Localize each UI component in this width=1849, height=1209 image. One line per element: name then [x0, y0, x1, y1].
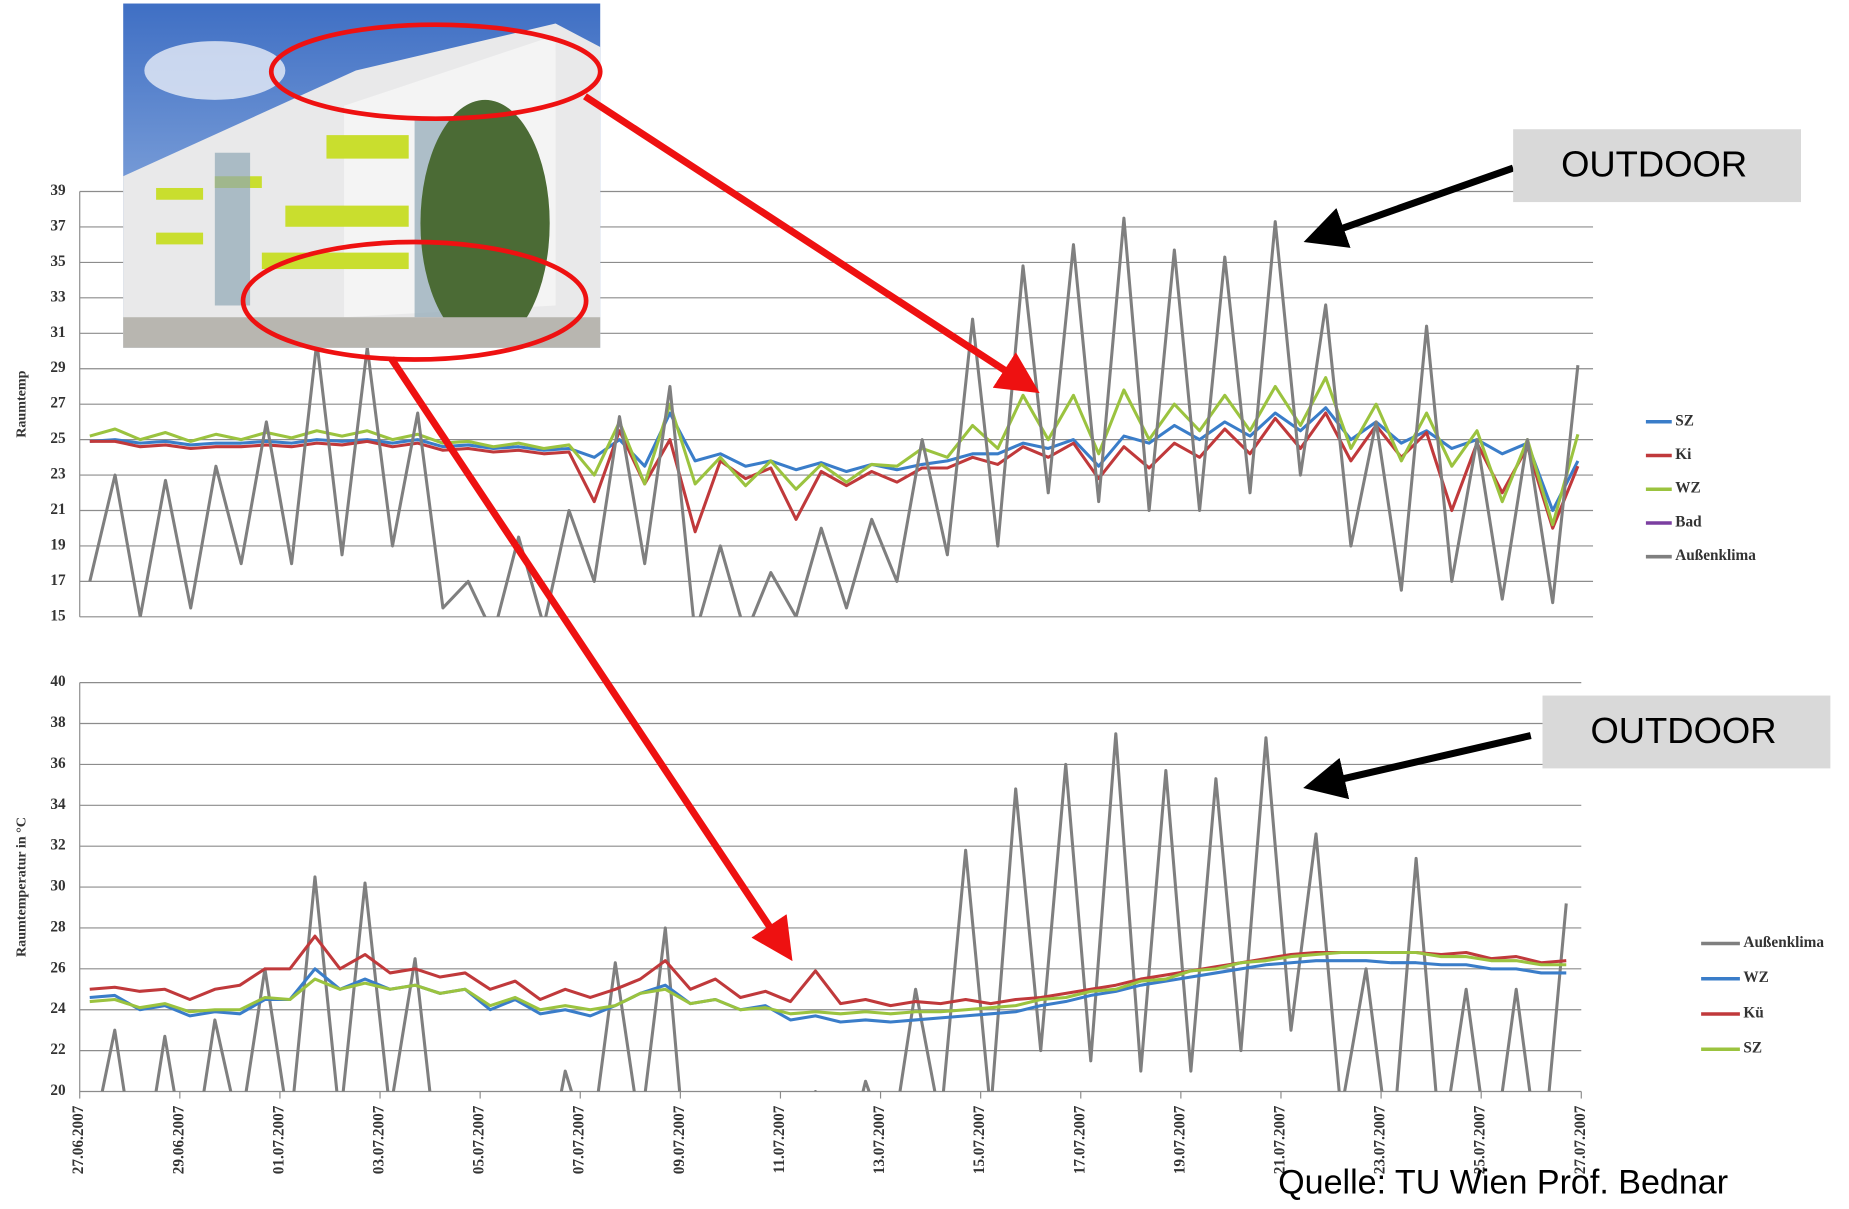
- y-tick-label: 19: [50, 536, 66, 553]
- x-tick-label: 13.07.2007: [871, 1105, 888, 1174]
- y-tick-label: 27: [50, 395, 66, 412]
- y-tick-label: 39: [50, 182, 66, 199]
- y-tick-label: 23: [50, 466, 66, 483]
- x-tick-label: 03.07.2007: [371, 1105, 388, 1174]
- x-tick-label: 07.07.2007: [571, 1105, 588, 1174]
- y-tick-label: 32: [50, 837, 65, 854]
- legend-label: Kü: [1743, 1004, 1764, 1021]
- y-tick-label: 26: [50, 959, 66, 976]
- y-tick-label: 30: [50, 878, 66, 895]
- y-tick-label: 15: [50, 607, 66, 624]
- x-tick-label: 27.06.2007: [70, 1105, 87, 1174]
- x-tick-label: 29.06.2007: [170, 1105, 187, 1174]
- legend-label: Außenklima: [1743, 934, 1824, 951]
- legend-label: WZ: [1675, 480, 1700, 497]
- legend-label: WZ: [1743, 969, 1768, 986]
- y-tick-label: 17: [50, 572, 66, 589]
- y-tick-label: 38: [50, 714, 66, 731]
- x-tick-label: 17.07.2007: [1071, 1105, 1088, 1174]
- y-tick-label: 29: [50, 359, 66, 376]
- x-tick-label: 15.07.2007: [971, 1105, 988, 1174]
- y-tick-label: 22: [50, 1041, 65, 1058]
- legend-label: SZ: [1743, 1040, 1762, 1057]
- y-tick-label: 36: [50, 755, 66, 772]
- y-tick-label: 24: [50, 1000, 66, 1017]
- series-line: [90, 378, 1578, 525]
- y-axis-title: Raumtemperatur in °C: [13, 817, 29, 957]
- y-axis-title: Raumtemp: [13, 370, 29, 437]
- x-tick-label: 11.07.2007: [771, 1105, 788, 1173]
- slide: 15 17 19 21 23 25 27 29 31 33 35 37 39 Raumtemp SZ Ki WZ…: [0, 0, 1849, 1209]
- y-tick-label: 37: [50, 217, 66, 234]
- annotation: OUTDOOR: [1561, 143, 1747, 184]
- y-tick-label: 35: [50, 253, 66, 270]
- legend-label: Ki: [1675, 446, 1692, 463]
- y-tick-label: 21: [50, 501, 65, 518]
- legend-label: Außenklima: [1675, 547, 1756, 564]
- legend-label: SZ: [1675, 412, 1694, 429]
- x-tick-label: 19.07.2007: [1171, 1105, 1188, 1174]
- y-tick-label: 40: [50, 673, 66, 690]
- series-line: [90, 408, 1578, 511]
- x-tick-label: 09.07.2007: [671, 1105, 688, 1174]
- annotation: OUTDOOR: [1590, 710, 1776, 751]
- y-tick-label: 33: [50, 288, 66, 305]
- source: Quelle: TU Wien Prof. Bednar: [1278, 1163, 1728, 1201]
- y-tick-label: 31: [50, 324, 65, 341]
- y-tick-label: 20: [50, 1082, 66, 1099]
- page: 15 17 19 21 23 25 27 29 31 33 35 37 39 Raumtemp SZ Ki WZ…: [0, 0, 1849, 1209]
- legend-label: Bad: [1675, 513, 1702, 530]
- photo: [123, 4, 600, 348]
- x-tick-label: 01.07.2007: [270, 1105, 287, 1174]
- y-tick-label: 28: [50, 918, 66, 935]
- y-tick-label: 34: [50, 796, 66, 813]
- y-tick-label: 25: [50, 430, 66, 447]
- x-tick-label: 05.07.2007: [471, 1105, 488, 1174]
- series-line: [90, 936, 1567, 1006]
